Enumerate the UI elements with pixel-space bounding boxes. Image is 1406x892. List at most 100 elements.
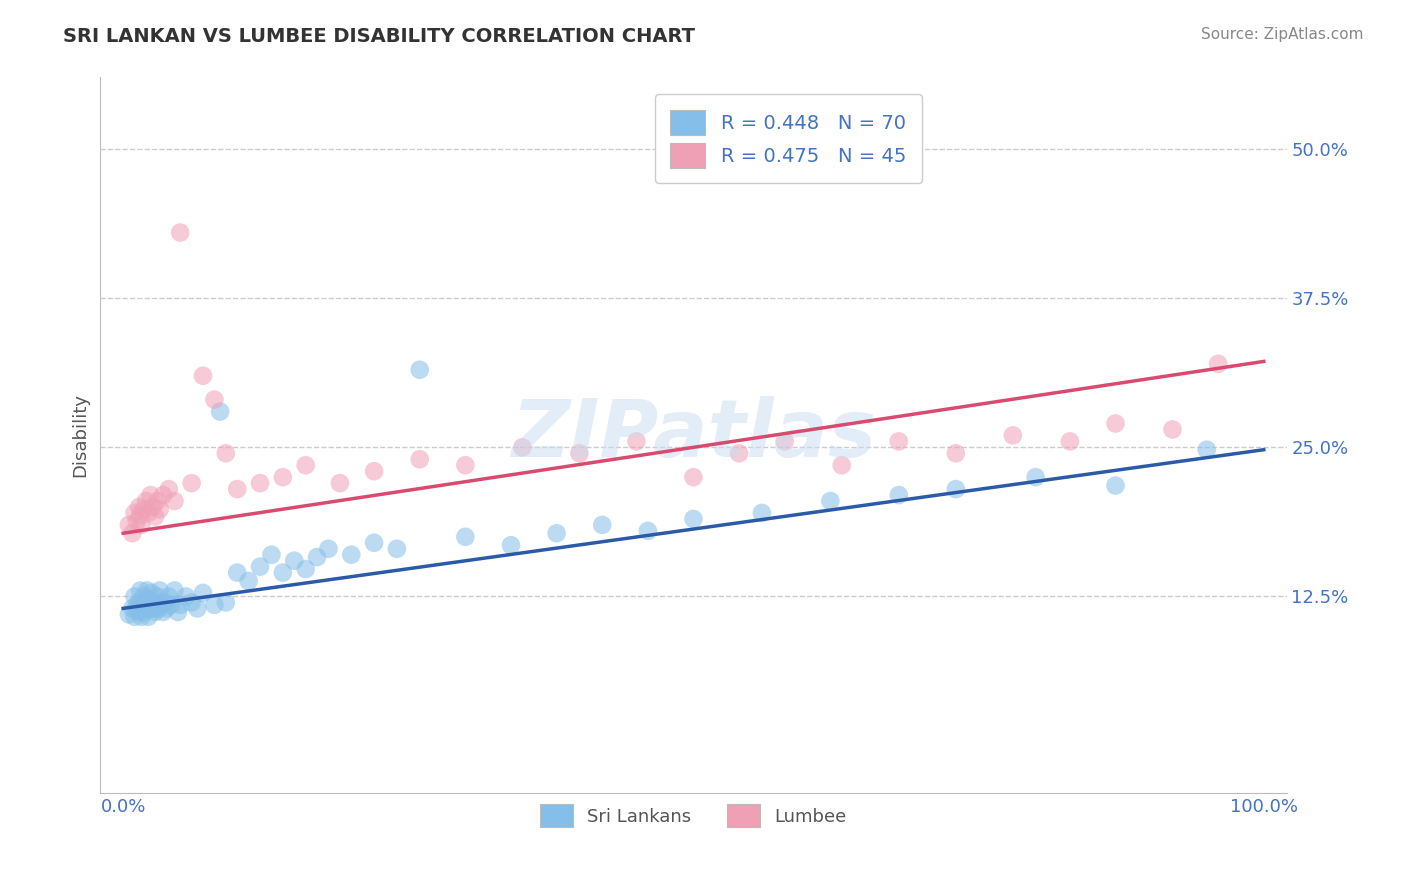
Point — [128, 500, 150, 514]
Point — [174, 590, 197, 604]
Point — [118, 607, 141, 622]
Point — [145, 598, 167, 612]
Point — [831, 458, 853, 473]
Point — [141, 586, 163, 600]
Point — [820, 494, 842, 508]
Point — [363, 464, 385, 478]
Point — [169, 598, 191, 612]
Y-axis label: Disability: Disability — [72, 393, 89, 477]
Point — [155, 601, 177, 615]
Point — [283, 554, 305, 568]
Point — [169, 226, 191, 240]
Point — [180, 595, 202, 609]
Point — [945, 446, 967, 460]
Point — [340, 548, 363, 562]
Point — [249, 476, 271, 491]
Point — [215, 446, 238, 460]
Point — [163, 494, 186, 508]
Point — [132, 590, 155, 604]
Point — [128, 595, 150, 609]
Point — [136, 506, 159, 520]
Point — [329, 476, 352, 491]
Point — [146, 494, 169, 508]
Point — [146, 590, 169, 604]
Point — [152, 488, 174, 502]
Point — [512, 440, 534, 454]
Point — [124, 590, 146, 604]
Point — [149, 583, 172, 598]
Point — [139, 488, 162, 502]
Point — [318, 541, 340, 556]
Point — [307, 550, 329, 565]
Point — [131, 517, 153, 532]
Point — [591, 517, 613, 532]
Point — [139, 601, 162, 615]
Point — [728, 446, 751, 460]
Point — [143, 509, 166, 524]
Point — [546, 526, 568, 541]
Point — [1025, 470, 1047, 484]
Point — [209, 404, 232, 418]
Point — [131, 609, 153, 624]
Point — [1059, 434, 1081, 449]
Point — [125, 514, 148, 528]
Point — [186, 601, 208, 615]
Point — [1104, 478, 1126, 492]
Point — [226, 482, 249, 496]
Point — [887, 434, 910, 449]
Point — [180, 476, 202, 491]
Point — [363, 535, 385, 549]
Point — [124, 506, 146, 520]
Point — [682, 512, 704, 526]
Text: ZIPatlas: ZIPatlas — [510, 396, 876, 475]
Point — [136, 609, 159, 624]
Point — [142, 595, 165, 609]
Point — [135, 494, 157, 508]
Point — [271, 470, 294, 484]
Point — [568, 446, 591, 460]
Point — [945, 482, 967, 496]
Point — [118, 517, 141, 532]
Point — [1104, 417, 1126, 431]
Point — [124, 609, 146, 624]
Point — [135, 601, 157, 615]
Text: Source: ZipAtlas.com: Source: ZipAtlas.com — [1201, 27, 1364, 42]
Point — [271, 566, 294, 580]
Point — [136, 583, 159, 598]
Point — [143, 601, 166, 615]
Point — [215, 595, 238, 609]
Point — [294, 458, 316, 473]
Point — [202, 598, 225, 612]
Point — [409, 452, 432, 467]
Point — [249, 559, 271, 574]
Point — [132, 605, 155, 619]
Point — [1195, 442, 1218, 457]
Point — [294, 562, 316, 576]
Point — [132, 502, 155, 516]
Point — [127, 605, 149, 619]
Point — [454, 530, 477, 544]
Point — [773, 434, 796, 449]
Point — [149, 502, 172, 516]
Point — [131, 598, 153, 612]
Point — [499, 538, 522, 552]
Point — [226, 566, 249, 580]
Point — [153, 595, 176, 609]
Point — [409, 363, 432, 377]
Point — [121, 526, 143, 541]
Point — [260, 548, 283, 562]
Point — [125, 598, 148, 612]
Point — [191, 586, 214, 600]
Point — [238, 574, 260, 588]
Legend: Sri Lankans, Lumbee: Sri Lankans, Lumbee — [533, 797, 853, 834]
Point — [637, 524, 659, 538]
Point — [1161, 422, 1184, 436]
Point — [143, 605, 166, 619]
Point — [142, 500, 165, 514]
Point — [167, 605, 190, 619]
Point — [134, 595, 156, 609]
Point — [887, 488, 910, 502]
Point — [157, 590, 180, 604]
Point — [163, 583, 186, 598]
Point — [682, 470, 704, 484]
